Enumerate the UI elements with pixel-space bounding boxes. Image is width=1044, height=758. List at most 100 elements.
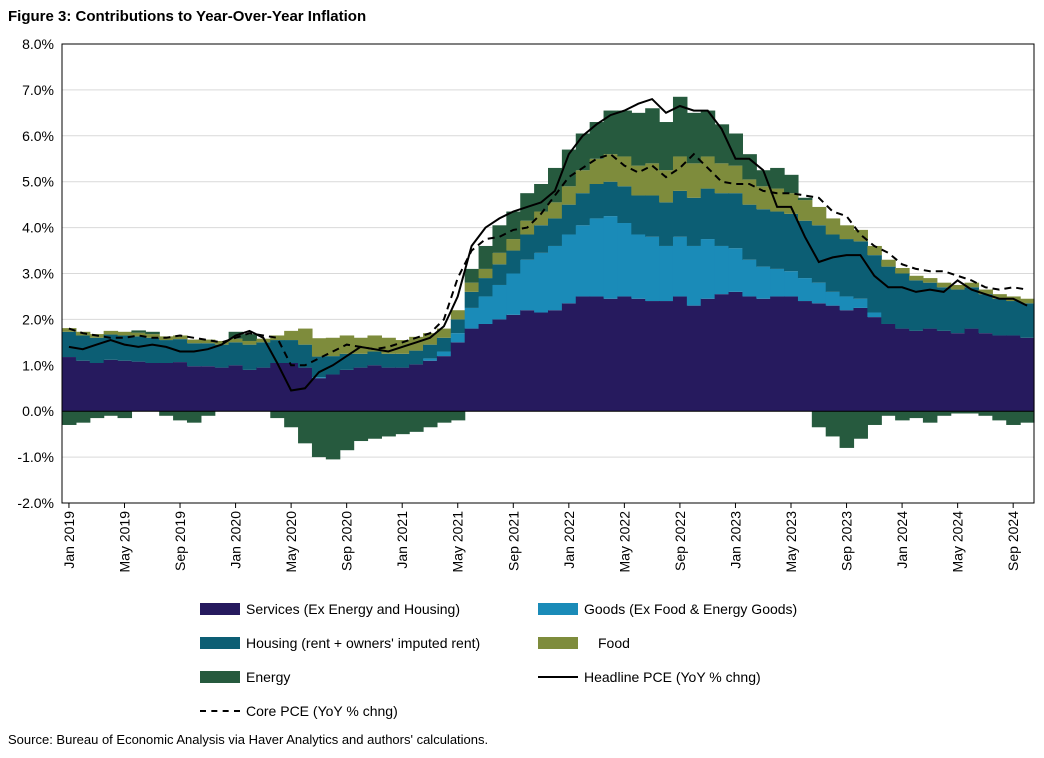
- bar-food: [825, 218, 841, 235]
- bar-services: [367, 365, 382, 412]
- legend-swatch-food: [538, 637, 578, 649]
- bar-food: [131, 332, 146, 337]
- legend-goods: Goods (Ex Food & Energy Goods): [538, 601, 797, 617]
- legend-label-food: Food: [598, 635, 630, 651]
- bar-energy: [728, 133, 743, 166]
- bar-food: [770, 188, 785, 212]
- bar-food: [298, 328, 313, 345]
- x-tick-label: May 2021: [450, 511, 466, 573]
- x-tick-label: May 2019: [117, 511, 133, 573]
- bar-food: [117, 331, 133, 336]
- bar-housing: [561, 204, 577, 235]
- bar-energy: [881, 411, 896, 416]
- bar-services: [450, 342, 466, 412]
- bar-goods: [742, 259, 757, 297]
- bar-goods: [756, 266, 771, 299]
- bar-services: [520, 310, 535, 412]
- bar-services: [645, 301, 660, 412]
- bar-services: [325, 374, 341, 412]
- source-note: Source: Bureau of Economic Analysis via …: [8, 732, 489, 747]
- bar-energy: [284, 411, 299, 428]
- bar-food: [895, 267, 910, 274]
- bar-food: [589, 158, 605, 184]
- bar-food: [173, 335, 188, 340]
- bar-housing: [978, 294, 993, 334]
- bar-food: [242, 340, 257, 345]
- bar-services: [311, 378, 327, 412]
- bar-energy: [686, 112, 702, 164]
- bar-food: [464, 282, 480, 292]
- bar-goods: [867, 312, 882, 318]
- bar-services: [756, 298, 771, 412]
- bar-services: [186, 366, 202, 412]
- bar-goods: [548, 245, 563, 311]
- bar-food: [839, 225, 855, 240]
- bar-energy: [395, 411, 410, 435]
- bar-services: [867, 317, 882, 412]
- bar-housing: [825, 234, 841, 292]
- bar-services: [339, 369, 355, 412]
- bar-food: [728, 165, 743, 194]
- legend-label-energy: Energy: [246, 669, 291, 685]
- bar-housing: [617, 186, 632, 224]
- bar-goods: [686, 245, 702, 306]
- bar-energy: [145, 331, 160, 335]
- bar-food: [867, 245, 882, 256]
- bar-food: [575, 170, 591, 194]
- bar-food: [936, 282, 952, 288]
- legend-line-headline: [538, 676, 578, 678]
- bar-housing: [659, 202, 674, 246]
- bar-energy: [381, 411, 396, 437]
- bar-goods: [575, 225, 591, 297]
- bar-energy: [131, 330, 146, 333]
- bar-services: [909, 330, 924, 412]
- bar-energy: [603, 110, 619, 155]
- bar-services: [159, 363, 174, 412]
- bar-housing: [506, 250, 521, 274]
- bar-food: [200, 339, 216, 344]
- bar-services: [895, 328, 910, 412]
- bar-energy: [117, 411, 133, 419]
- bar-goods: [492, 284, 507, 320]
- bar-food: [311, 338, 327, 357]
- bar-housing: [117, 335, 133, 361]
- bar-food: [62, 328, 77, 332]
- bar-food: [534, 211, 549, 226]
- bar-housing: [839, 239, 855, 297]
- bar-services: [714, 294, 730, 412]
- bar-food: [228, 338, 244, 343]
- bar-goods: [589, 218, 605, 297]
- bar-services: [770, 296, 785, 412]
- bar-services: [353, 367, 369, 412]
- bar-housing: [256, 342, 271, 368]
- bar-energy: [186, 411, 202, 423]
- bar-housing: [603, 181, 619, 217]
- bar-services: [478, 323, 494, 412]
- legend-swatch-services: [200, 603, 240, 615]
- bar-goods: [728, 248, 743, 292]
- x-tick-label: Jan 2020: [228, 511, 244, 569]
- bar-food: [214, 340, 230, 345]
- legend-headline: Headline PCE (YoY % chng): [538, 669, 761, 685]
- bar-goods: [811, 282, 827, 304]
- bar-services: [978, 333, 993, 412]
- bar-energy: [811, 411, 827, 428]
- bar-housing: [895, 273, 910, 329]
- bar-housing: [756, 209, 771, 267]
- bar-housing: [672, 190, 688, 237]
- bar-goods: [617, 223, 632, 297]
- bar-housing: [575, 193, 591, 226]
- bar-energy: [784, 174, 799, 194]
- bar-energy: [978, 411, 993, 416]
- bar-housing: [409, 350, 424, 365]
- chart-title: Figure 3: Contributions to Year-Over-Yea…: [8, 8, 367, 25]
- bar-food: [548, 202, 563, 219]
- bar-services: [686, 305, 702, 412]
- bar-housing: [284, 340, 299, 364]
- bar-services: [173, 362, 188, 412]
- bar-food: [853, 229, 868, 242]
- bar-services: [672, 296, 688, 412]
- bar-food: [450, 310, 466, 320]
- x-tick-label: Jan 2023: [728, 511, 744, 569]
- bar-housing: [922, 282, 938, 329]
